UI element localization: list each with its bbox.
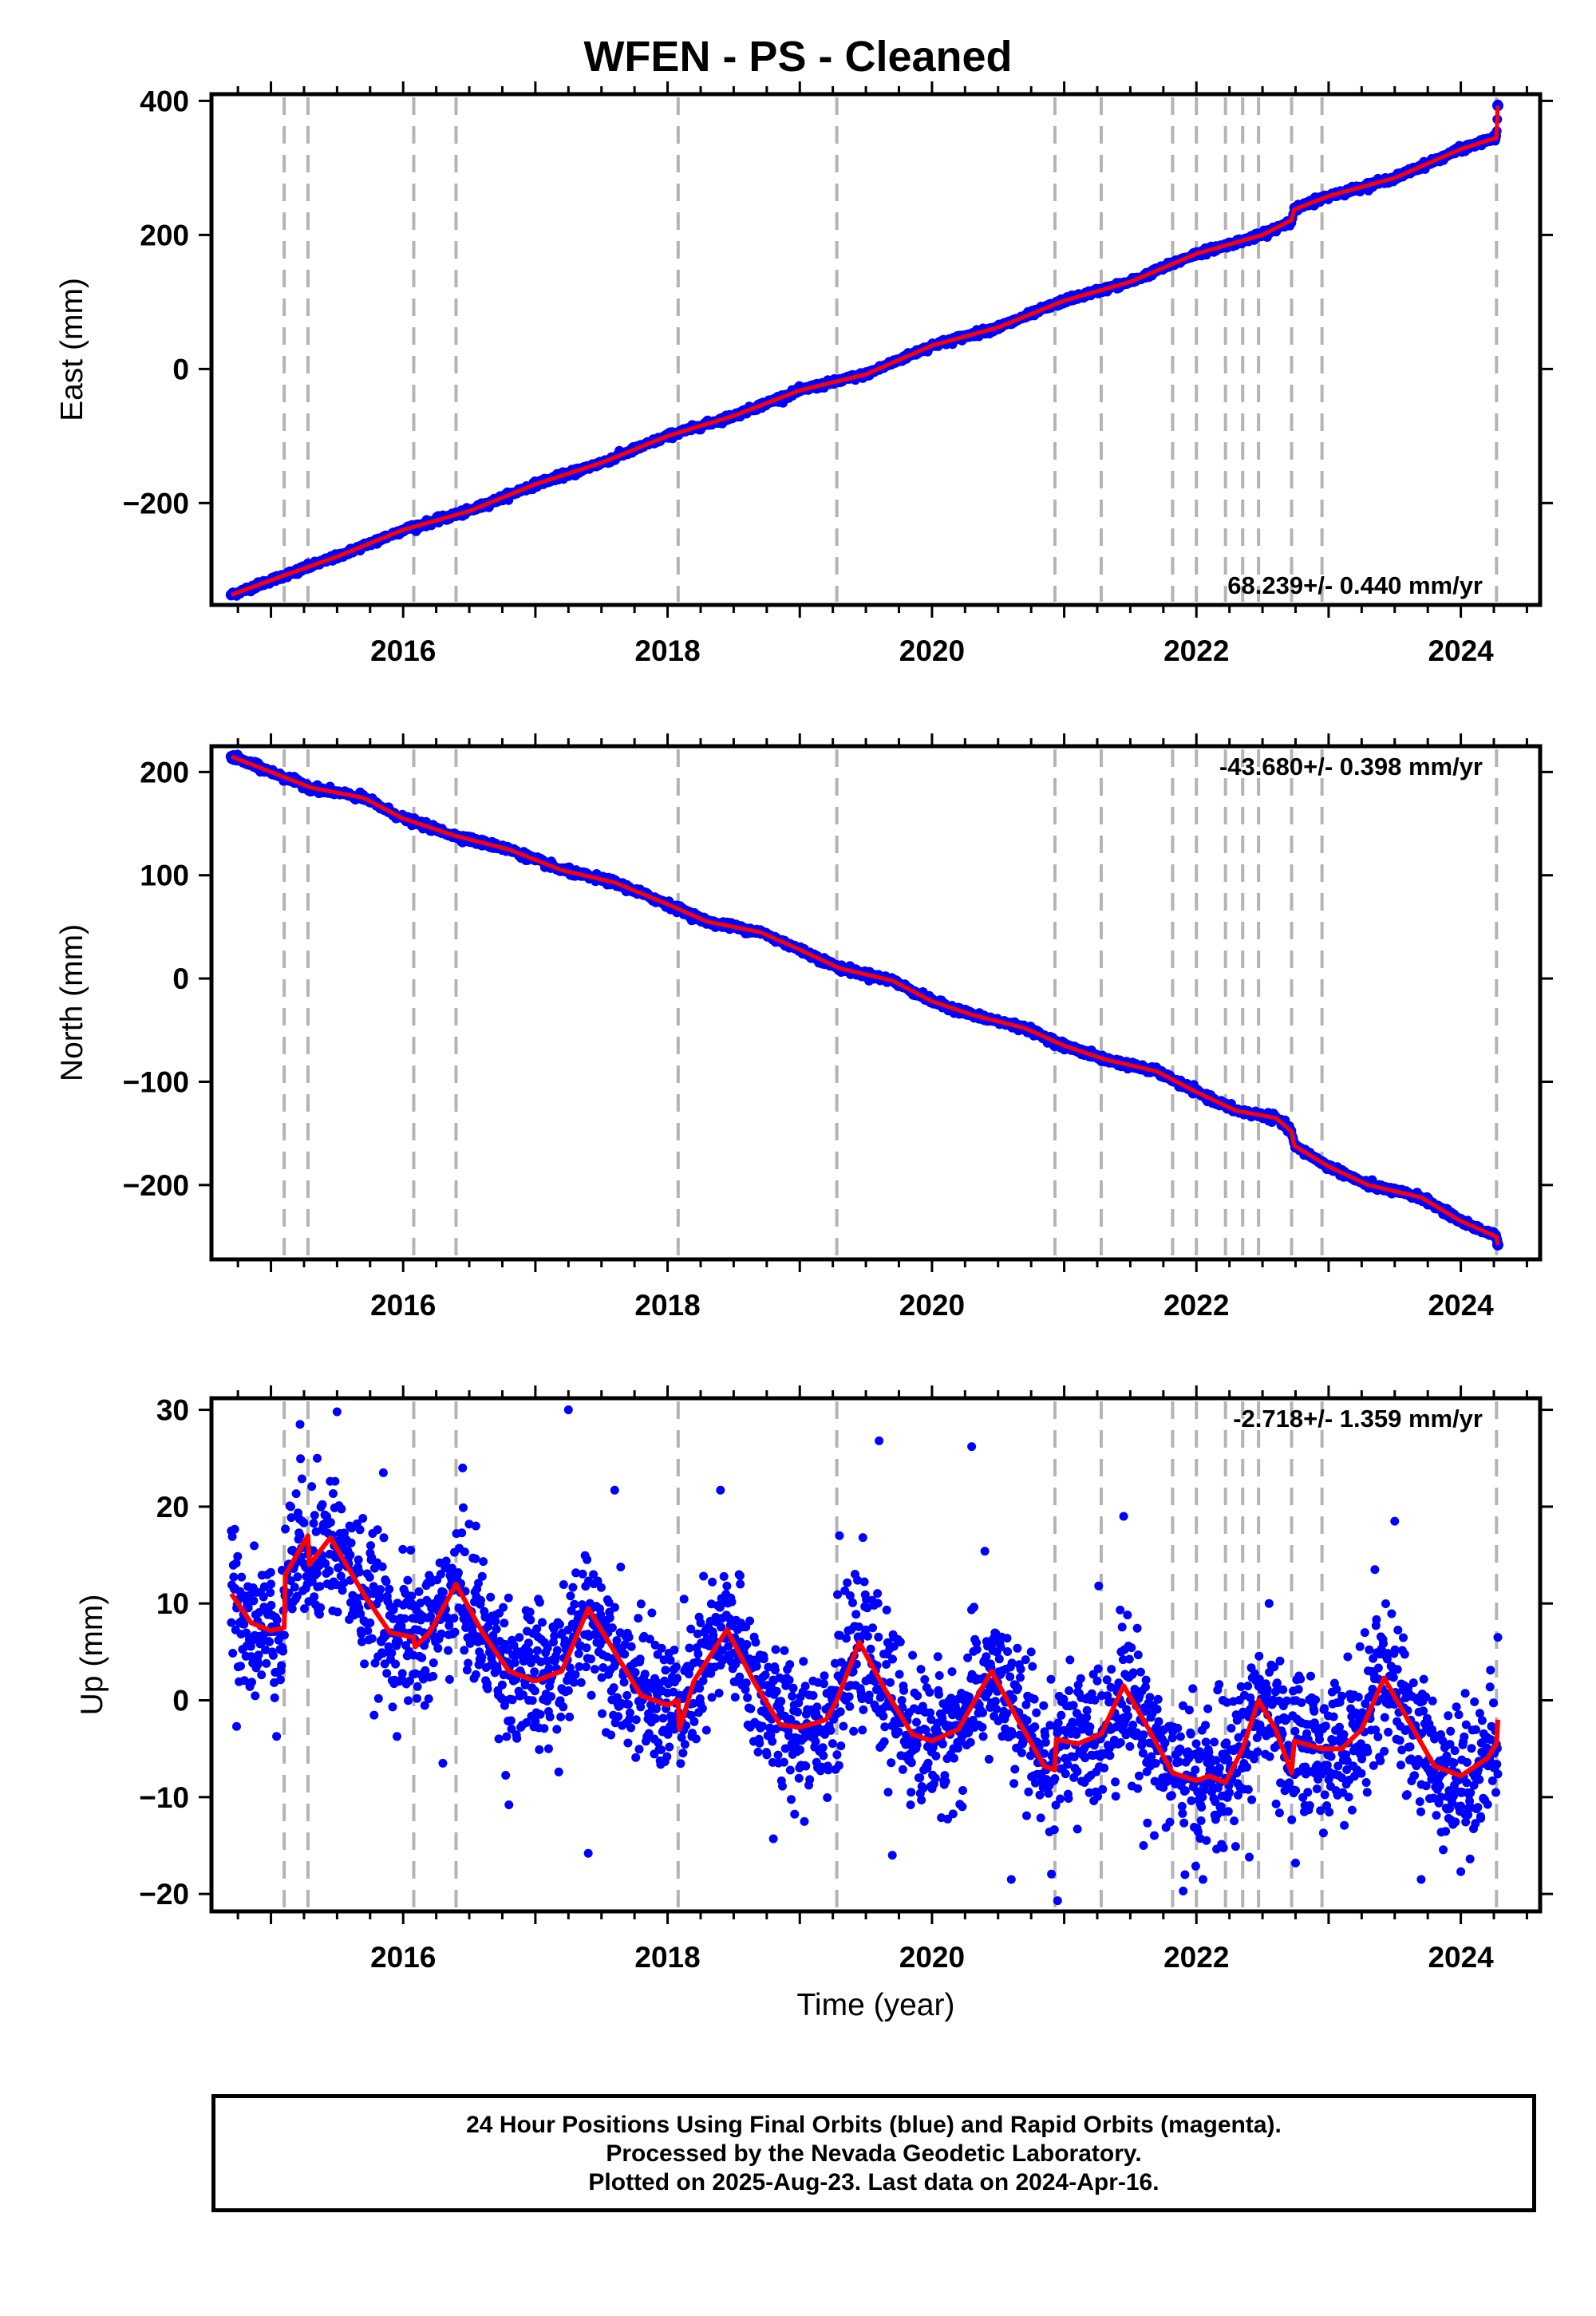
x-tick-label: 2024 [1428,634,1494,667]
y-tick-label: 200 [140,219,189,251]
y-tick-label: 0 [172,353,189,385]
rate-label: 68.239+/- 0.440 mm/yr [1227,571,1483,599]
data-point [1491,100,1503,112]
fit-line-group [231,105,1500,597]
panel-north: 2016 2018 2020 2022 2024−200−1000100200North… [55,733,1553,1322]
x-tick-label: 2018 [634,634,700,667]
page-title: WFEN - PS - Cleaned [583,33,1013,81]
x-tick-label: 2016 [370,634,436,667]
panel-frame [209,92,1543,607]
x-tick-label: 2022 [1163,634,1229,667]
y-tick-label: 400 [140,85,189,117]
y-tick-label: −200 [123,487,189,520]
panel-east: 2016 2018 2020 2022 2024 −200 0 200 400 East (mm)… [55,81,1553,667]
x-tick-label: 2020 [899,634,965,667]
y-axis-title: East (mm) [55,278,89,421]
fit-line [231,105,1500,597]
